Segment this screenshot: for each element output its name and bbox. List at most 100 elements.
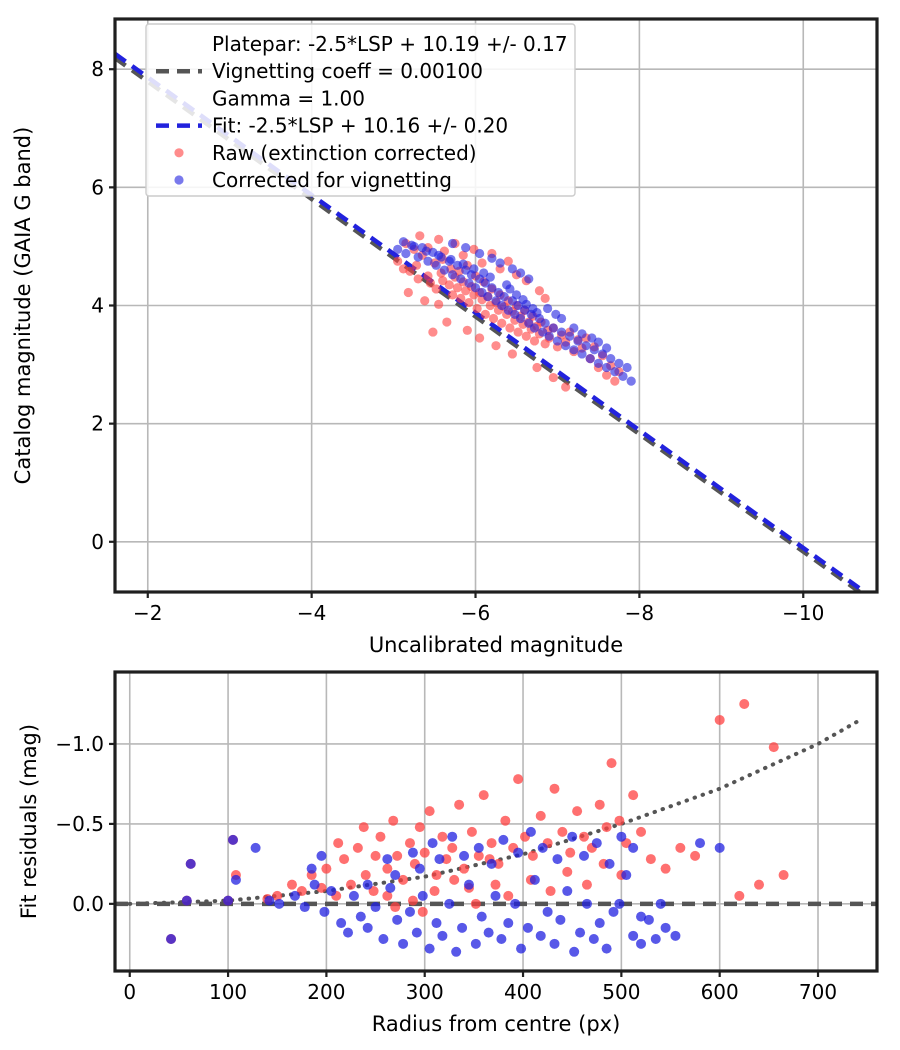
yaxis-label-photometric-calibration: Catalog magnitude (GAIA G band)	[11, 127, 35, 485]
data-point	[490, 879, 501, 890]
data-point	[321, 863, 332, 874]
data-point	[513, 327, 523, 337]
data-point	[575, 927, 586, 938]
data-point	[594, 918, 605, 929]
data-point	[413, 274, 423, 284]
data-point	[446, 254, 456, 265]
data-point	[645, 854, 656, 865]
data-point	[405, 266, 415, 276]
data-point	[493, 858, 504, 869]
data-point	[604, 858, 615, 869]
data-point	[452, 283, 463, 293]
data-point	[483, 927, 494, 938]
data-point	[444, 898, 455, 909]
data-point	[355, 911, 366, 922]
data-point	[414, 863, 425, 874]
data-point	[469, 264, 479, 274]
data-point	[511, 290, 522, 300]
data-point	[431, 870, 442, 881]
xtick-label: 400	[504, 980, 542, 1004]
ytick-label: 0	[91, 530, 104, 554]
data-point	[636, 911, 647, 922]
data-point	[524, 274, 534, 284]
data-point	[565, 847, 576, 858]
data-point	[548, 323, 558, 333]
legend-label-gamma-1-00: Gamma = 1.00	[212, 86, 365, 110]
data-point	[378, 934, 389, 945]
data-point	[660, 922, 671, 933]
data-point	[650, 934, 661, 945]
data-point	[734, 890, 745, 901]
data-point	[463, 879, 474, 890]
data-point	[557, 826, 568, 837]
data-point	[382, 863, 393, 874]
data-point	[370, 902, 381, 913]
ytick-label: 2	[91, 412, 104, 436]
xtick-label: −10	[782, 601, 824, 625]
data-point	[398, 938, 409, 949]
data-point	[778, 870, 789, 881]
data-point	[562, 866, 573, 877]
data-point	[552, 854, 563, 865]
xaxis-label-fit-residuals: Radius from centre (px)	[372, 1012, 621, 1036]
data-point	[319, 906, 330, 917]
data-point	[441, 854, 452, 865]
xtick-label: 200	[307, 980, 345, 1004]
data-point	[486, 838, 497, 849]
data-point	[472, 303, 482, 314]
data-point	[476, 911, 487, 922]
data-point	[438, 276, 448, 286]
data-point	[614, 815, 625, 826]
data-point	[459, 863, 470, 874]
data-point	[561, 341, 571, 351]
data-point	[616, 831, 627, 842]
data-point	[551, 309, 561, 319]
data-point	[382, 890, 393, 901]
data-point	[375, 831, 386, 842]
data-point	[670, 930, 681, 941]
data-point	[286, 879, 297, 890]
data-point	[754, 879, 765, 890]
data-point	[264, 895, 275, 906]
data-point	[503, 890, 514, 901]
xaxis-label-photometric-calibration: Uncalibrated magnitude	[369, 633, 623, 657]
data-point	[614, 358, 624, 368]
data-point	[498, 834, 509, 845]
data-point	[343, 927, 354, 938]
data-point	[487, 283, 497, 293]
data-point	[230, 874, 241, 885]
data-point	[573, 336, 583, 346]
legend-label-corrected-for-vignetting: Corrected for vignetting	[212, 168, 452, 192]
xtick-label: 600	[701, 980, 739, 1004]
data-point	[521, 299, 531, 309]
data-point	[447, 270, 458, 280]
data-point	[407, 895, 418, 906]
data-point	[393, 244, 403, 254]
data-point	[434, 299, 444, 309]
data-point	[542, 906, 553, 917]
data-point	[442, 317, 452, 327]
data-point	[549, 783, 560, 794]
data-point	[515, 268, 526, 278]
data-point	[540, 318, 550, 328]
data-point	[425, 278, 436, 288]
data-point	[464, 278, 474, 288]
data-point	[409, 241, 419, 252]
data-point	[569, 345, 579, 355]
legend-marker-dot	[174, 148, 184, 158]
data-point	[495, 258, 505, 268]
data-point	[382, 854, 393, 865]
data-point	[223, 895, 234, 906]
data-point	[449, 874, 460, 885]
data-point	[447, 842, 458, 853]
data-point	[768, 742, 779, 753]
data-point	[529, 336, 540, 346]
data-point	[497, 318, 507, 328]
data-point	[336, 918, 347, 929]
data-point	[398, 874, 409, 885]
data-point	[424, 806, 435, 817]
data-point	[499, 292, 509, 302]
data-point	[417, 890, 428, 901]
data-point	[403, 287, 413, 298]
data-point	[473, 850, 484, 861]
